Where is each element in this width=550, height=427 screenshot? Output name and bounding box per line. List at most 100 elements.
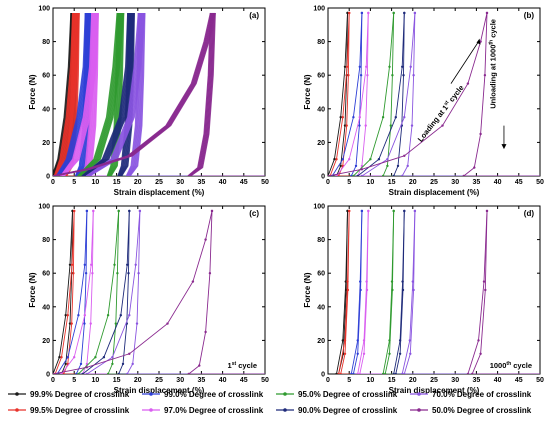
x-tick-label: 50 [261, 179, 269, 186]
loading-curve [64, 12, 99, 176]
data-point [479, 132, 482, 136]
panel-label: (c) [249, 209, 259, 218]
data-point [392, 372, 395, 374]
data-point [441, 124, 444, 127]
series-50-0 [53, 209, 265, 374]
x-tick-label: 40 [494, 377, 502, 384]
loading-curve [55, 12, 86, 176]
data-point [121, 362, 125, 366]
x-tick-label: 20 [409, 179, 417, 186]
series-50-0 [328, 11, 540, 176]
data-point [344, 280, 347, 283]
data-point [381, 116, 385, 119]
x-tick-label: 15 [113, 377, 121, 384]
data-point [343, 65, 347, 69]
y-tick-label: 60 [42, 271, 50, 278]
unloading-curve [359, 210, 369, 374]
data-point [128, 352, 131, 355]
data-point [359, 288, 362, 292]
data-point [126, 263, 129, 266]
data-point [411, 280, 414, 283]
data-point [117, 209, 120, 213]
series-70-0 [401, 209, 540, 374]
data-point [339, 116, 342, 119]
data-point [398, 352, 402, 355]
data-point [343, 339, 347, 342]
x-tick-label: 20 [134, 377, 142, 384]
data-point [138, 209, 142, 213]
annotation-cycle: 1st cycle [228, 361, 257, 370]
curves [53, 12, 265, 176]
data-point [479, 352, 482, 355]
y-tick-label: 40 [42, 106, 50, 113]
y-axis-title: Force (N) [28, 74, 37, 109]
data-point [66, 356, 70, 359]
data-point [403, 154, 406, 157]
data-point [388, 352, 391, 355]
x-axis-title: Strain displacement (%) [114, 386, 205, 395]
y-tick-label: 80 [317, 39, 325, 46]
data-point [335, 372, 338, 374]
y-tick-label: 100 [38, 6, 50, 13]
data-point [111, 362, 114, 366]
x-tick-label: 5 [72, 179, 76, 186]
unloading-curve [129, 12, 146, 176]
data-point [343, 124, 347, 127]
legend-item: 50.0% Degree of crosslink [410, 406, 532, 415]
data-point [208, 272, 212, 275]
data-point [73, 356, 76, 359]
annotation-unloading-1000th: Unloading at 1000th cycle [488, 19, 497, 109]
data-point [358, 65, 361, 69]
panel-b: 0 5 10 15 20 25 30 35 40 45 50 0 20 40 60 80 100 Strain d… [303, 6, 544, 198]
data-point [346, 11, 349, 15]
series-50-0 [466, 209, 540, 374]
data-point [343, 352, 347, 355]
data-point [484, 288, 487, 292]
data-point [81, 372, 84, 374]
panel-label: (a) [249, 11, 259, 20]
data-point [358, 124, 361, 127]
data-point [401, 288, 405, 292]
legend: 99.9% Degree of crosslink 99.0% Degree of… [8, 390, 532, 415]
data-point [364, 124, 367, 127]
loading-curve [53, 12, 72, 175]
data-point [354, 164, 358, 168]
data-point [58, 356, 61, 359]
data-point [356, 372, 359, 374]
panel-a: 0 5 10 15 20 25 30 35 40 45 50 0 20 40 60 80 100 Strain d… [28, 6, 269, 198]
legend-swatch-marker [283, 408, 287, 412]
data-point [89, 322, 92, 325]
y-tick-label: 40 [317, 304, 325, 311]
data-point [386, 158, 389, 161]
x-tick-label: 0 [326, 377, 330, 384]
curves [328, 11, 540, 176]
y-tick-label: 0 [46, 174, 50, 181]
loading-curve [54, 12, 75, 176]
x-tick-label: 25 [155, 377, 163, 384]
data-point [85, 209, 89, 213]
x-tick-label: 30 [451, 179, 459, 186]
x-tick-label: 20 [134, 179, 142, 186]
data-point [401, 65, 404, 69]
data-point [352, 174, 355, 176]
data-point [73, 209, 76, 213]
legend-item: 97.0% Degree of crosslink [142, 406, 264, 415]
legend-label: 70.0% Degree of crosslink [432, 390, 532, 399]
y-tick-label: 100 [38, 204, 50, 211]
data-point [386, 164, 389, 168]
legend-swatch-marker [15, 408, 19, 412]
unloading-curve [121, 12, 135, 176]
loading-curve [353, 12, 395, 176]
x-tick-label: 20 [409, 377, 417, 384]
data-point [85, 372, 89, 374]
loading-curve [54, 12, 216, 176]
x-tick-label: 50 [261, 377, 269, 384]
data-point [412, 288, 415, 292]
data-point [135, 322, 139, 325]
data-point [137, 272, 140, 275]
data-point [365, 280, 368, 283]
data-point [365, 288, 369, 292]
data-point [60, 372, 63, 374]
data-point [359, 280, 362, 283]
